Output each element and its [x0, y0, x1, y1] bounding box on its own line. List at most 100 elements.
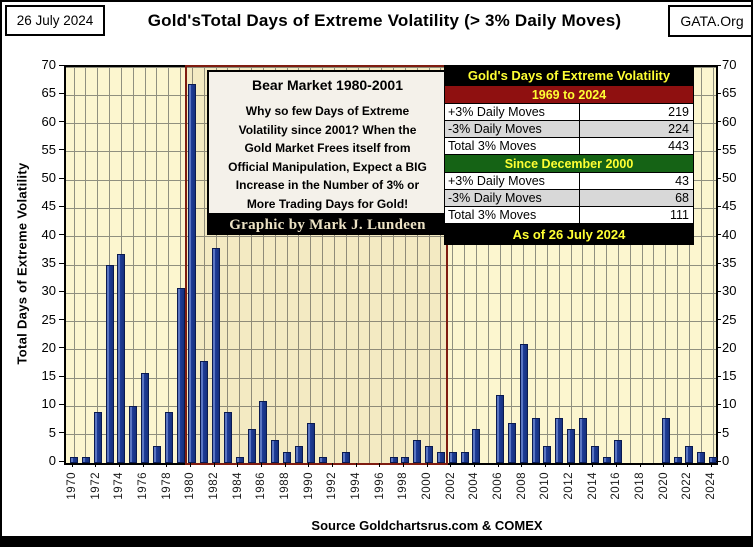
y-tick-label-left: 15	[41, 368, 56, 384]
bar-2004	[472, 429, 481, 463]
y-tick-label-right: 35	[722, 255, 737, 270]
bar-2010	[543, 446, 552, 463]
bar-1988	[283, 451, 292, 463]
y-tick-mark-left	[59, 177, 64, 179]
x-tick-label-2024: 2024	[705, 472, 718, 500]
x-tick-label-2002: 2002	[444, 472, 457, 500]
y-tick-label-left: 5	[48, 424, 56, 440]
bar-1981	[200, 361, 209, 463]
y-tick-mark-right	[716, 347, 721, 349]
y-tick-label-left: 70	[41, 57, 56, 72]
y-tick-label-right: 45	[722, 198, 737, 214]
y-tick-mark-left	[59, 290, 64, 292]
bar-1989	[294, 446, 303, 463]
x-tick-label-2018: 2018	[634, 472, 647, 500]
x-tick-mark	[568, 463, 570, 467]
y-tick-mark-left	[59, 149, 64, 151]
x-tick-label-1992: 1992	[326, 472, 339, 500]
x-tick-mark	[710, 463, 712, 467]
gridline-horizontal	[66, 405, 716, 407]
x-tick-mark	[521, 463, 523, 467]
stats-table-footer: As of 26 July 2024	[445, 223, 693, 244]
x-tick-mark	[426, 463, 428, 467]
stats-table: Gold's Days of Extreme Volatility 1969 t…	[444, 65, 694, 245]
bar-1982	[212, 248, 221, 463]
y-tick-label-left: 45	[41, 198, 56, 214]
y-tick-label-right: 15	[722, 368, 737, 384]
x-tick-mark	[237, 463, 239, 467]
bar-2001	[436, 451, 445, 463]
y-tick-mark-right	[716, 205, 721, 207]
gridline-horizontal	[66, 236, 716, 238]
y-tick-label-right: 5	[722, 424, 730, 440]
y-tick-label-left: 35	[41, 255, 56, 270]
bar-2002	[448, 451, 457, 463]
bar-2023	[697, 451, 706, 463]
y-tick-label-left: 0	[48, 453, 56, 468]
x-tick-mark	[166, 463, 168, 467]
bar-2012	[567, 429, 576, 463]
bar-2020	[661, 417, 670, 463]
x-tick-mark	[189, 463, 191, 467]
x-tick-mark	[355, 463, 357, 467]
y-tick-mark-left	[59, 262, 64, 264]
y-tick-label-right: 30	[722, 283, 737, 299]
gridline-horizontal	[66, 321, 716, 323]
x-tick-label-2012: 2012	[563, 472, 576, 500]
bar-1990	[306, 423, 315, 463]
x-tick-mark	[308, 463, 310, 467]
y-tick-mark-right	[716, 262, 721, 264]
stats-row-label: -3% Daily Moves	[445, 121, 580, 137]
y-tick-mark-left	[59, 432, 64, 434]
bottom-border-bar	[2, 536, 751, 545]
x-tick-mark	[615, 463, 617, 467]
date-box: 26 July 2024	[5, 5, 105, 36]
x-tick-mark	[379, 463, 381, 467]
y-tick-label-right: 50	[722, 170, 737, 186]
gridline-horizontal	[66, 66, 716, 68]
bar-1986	[259, 400, 268, 463]
bar-1973	[105, 265, 114, 463]
y-tick-label-left: 40	[41, 226, 56, 242]
bar-1987	[271, 440, 280, 463]
stats-table-title: Gold's Days of Extreme Volatility	[445, 66, 693, 85]
x-tick-label-2014: 2014	[586, 472, 599, 500]
x-tick-label-1988: 1988	[279, 472, 292, 500]
stats-row-value: 43	[675, 174, 689, 188]
x-tick-label-1974: 1974	[113, 472, 126, 500]
x-tick-mark	[686, 463, 688, 467]
page-title: Gold'sTotal Days of Extreme Volatility (…	[147, 11, 622, 30]
stats-row: -3% Daily Moves 224	[445, 120, 693, 137]
x-tick-mark	[592, 463, 594, 467]
y-tick-mark-left	[59, 319, 64, 321]
x-tick-label-2016: 2016	[610, 472, 623, 500]
y-tick-label-right: 65	[722, 85, 737, 101]
y-tick-mark-left	[59, 234, 64, 236]
date-text: 26 July 2024	[16, 13, 94, 28]
gridline-horizontal	[66, 377, 716, 379]
x-tick-label-1972: 1972	[89, 472, 102, 500]
y-tick-mark-left	[59, 403, 64, 405]
x-tick-label-2006: 2006	[492, 472, 505, 500]
y-tick-label-right: 40	[722, 226, 737, 242]
annotation-line: Official Manipulation, Expect a BIG	[228, 159, 427, 174]
annotation-line: Increase in the Number of 3% or	[235, 178, 420, 192]
stats-section-heading: Since December 2000	[445, 154, 693, 172]
y-tick-mark-right	[716, 375, 721, 377]
y-tick-mark-left	[59, 92, 64, 94]
y-tick-mark-right	[716, 432, 721, 434]
bar-1978	[164, 412, 173, 463]
x-tick-mark	[284, 463, 286, 467]
y-tick-label-left: 30	[41, 283, 56, 299]
x-tick-mark	[402, 463, 404, 467]
stats-row: Total 3% Moves 443	[445, 137, 693, 154]
bar-2006	[496, 395, 505, 463]
x-tick-label-1996: 1996	[373, 472, 386, 500]
bar-2022	[685, 446, 694, 463]
annotation-body: Why so few Days of Extreme Volatility sin…	[209, 102, 446, 213]
credit-strip: Graphic by Mark J. Lundeen	[207, 215, 448, 235]
stats-row-value: 68	[675, 191, 689, 205]
x-tick-mark	[331, 463, 333, 467]
gridline-horizontal	[66, 349, 716, 351]
y-tick-mark-right	[716, 121, 721, 123]
